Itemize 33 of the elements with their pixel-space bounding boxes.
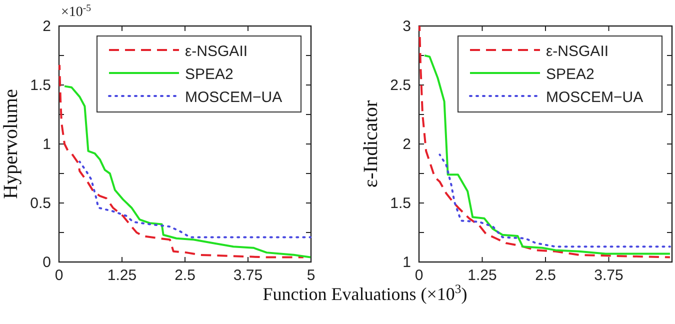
legend-label: SPEA2 (185, 66, 234, 83)
text: ×10$^{-5}$ (61, 2, 92, 20)
y-tick-label: 0.5 (30, 195, 51, 212)
y-tick-label: 1 (402, 254, 411, 271)
y-tick-label: 1.5 (390, 195, 411, 212)
legend-label: ε-NSGAII (185, 43, 248, 60)
x-axis-title: Function Evaluations (×10$^{3}$) (262, 282, 468, 304)
legend-label: MOSCEM−UA (185, 89, 282, 106)
x-tick-label: 5 (306, 267, 316, 284)
y-tick-label: 2.5 (390, 77, 411, 94)
y-tick-label: 2 (402, 136, 411, 153)
line-series (418, 25, 671, 258)
line-series (438, 154, 671, 248)
legend-label: ε-NSGAII (546, 43, 609, 60)
line-series (78, 160, 312, 238)
x-tick-label: 2.5 (174, 267, 196, 284)
y-tick-label: 3 (402, 18, 411, 35)
y-axis-title: ε-Indicator (360, 100, 382, 188)
x-tick-label: 1.25 (468, 267, 497, 284)
y-tick-label: 1.5 (30, 77, 51, 94)
y-tick-label: 1 (42, 136, 51, 153)
legend-label: SPEA2 (546, 66, 594, 83)
y-tick-label: 2 (42, 18, 51, 35)
x-tick-label: 0 (54, 267, 64, 284)
x-tick-label: 2.5 (535, 267, 556, 284)
line-series (424, 54, 671, 255)
x-tick-label: 3.75 (233, 267, 263, 284)
x-tick-label: 1.25 (107, 267, 137, 284)
y-tick-label: 0 (42, 254, 51, 271)
x-tick-label: 0 (414, 267, 424, 284)
legend-label: MOSCEM−UA (546, 89, 644, 106)
x-tick-label: 3.75 (594, 267, 624, 284)
y-axis-title: Hypervolume (0, 88, 22, 199)
